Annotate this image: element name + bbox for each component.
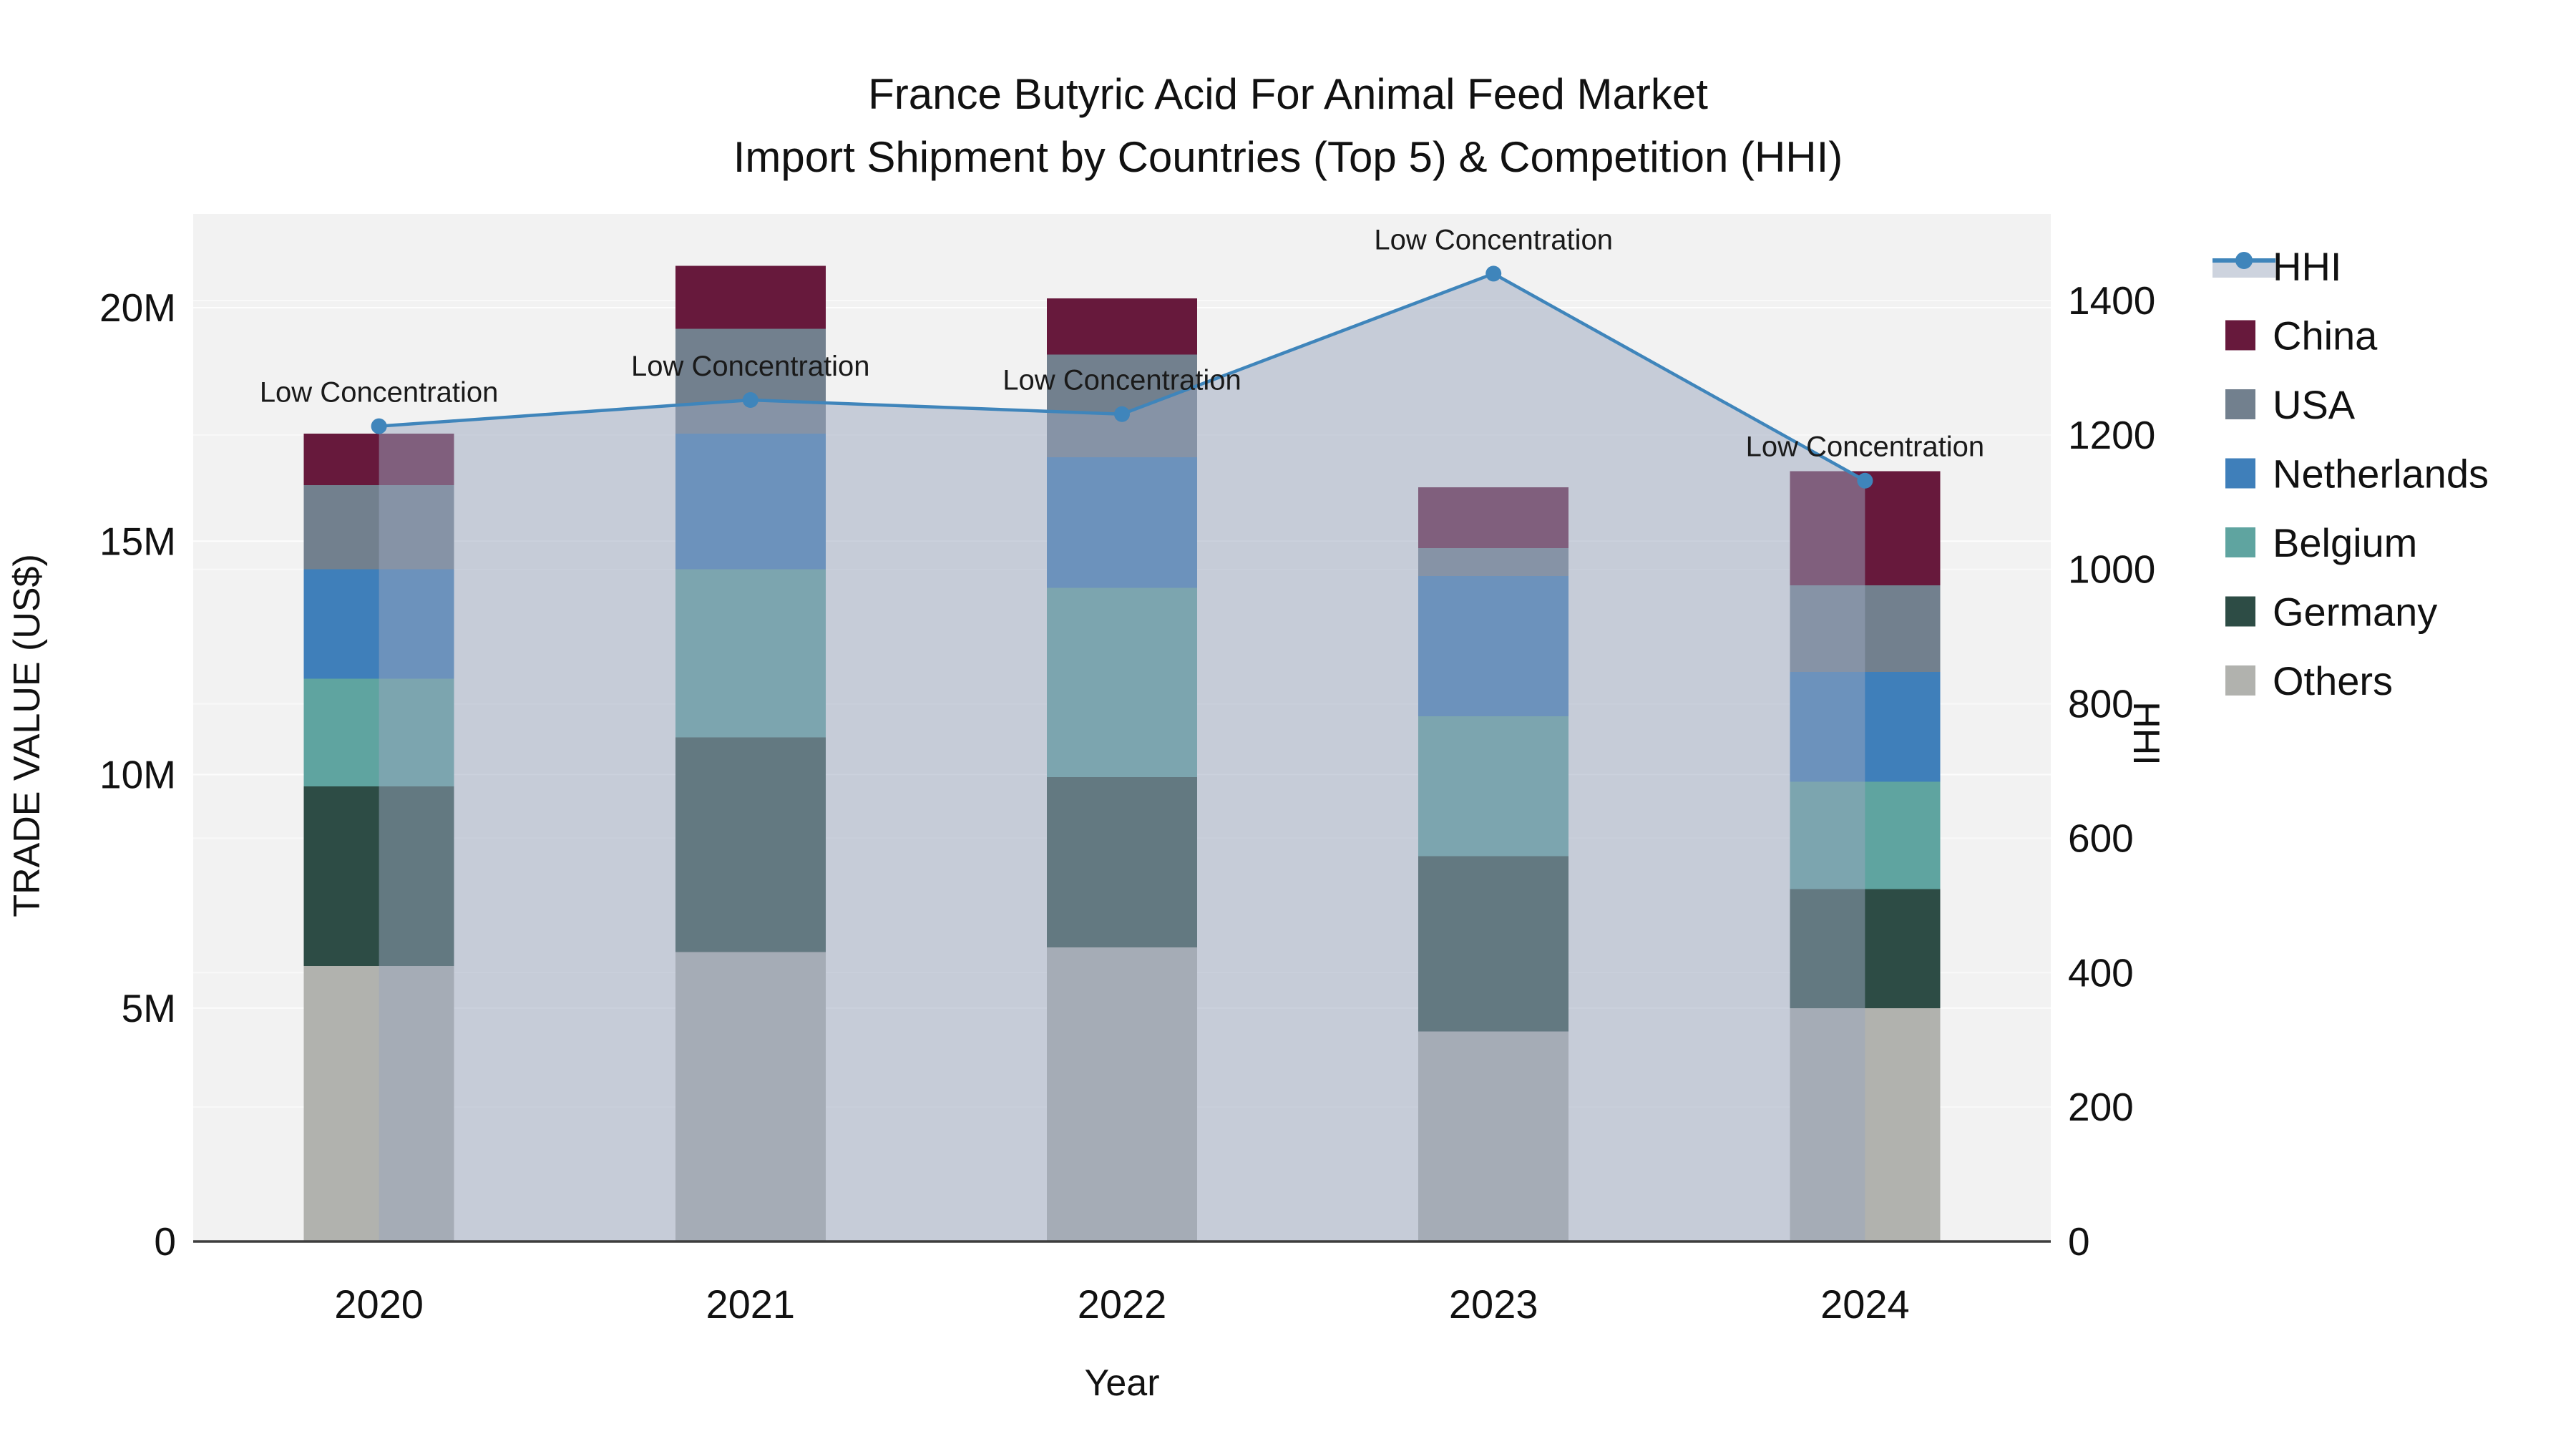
- legend-hhi-area-swatch: [2212, 262, 2275, 278]
- y-left-tick-15M: 15M: [99, 519, 176, 563]
- bar-segment-2022-china[interactable]: [1047, 298, 1197, 355]
- y-right-tick-1000: 1000: [2068, 547, 2155, 592]
- y-left-tick-5M: 5M: [122, 986, 176, 1030]
- chart-title-line2: Import Shipment by Countries (Top 5) & C…: [733, 133, 1843, 181]
- legend-item-belgium[interactable]: Belgium: [2225, 520, 2417, 565]
- legend-label-belgium: Belgium: [2273, 520, 2417, 565]
- x-tick-2024: 2024: [1820, 1282, 1910, 1327]
- annotation-2020: Low Concentration: [260, 377, 499, 409]
- annotation-2024: Low Concentration: [1746, 431, 1985, 463]
- y-right-tick-0: 0: [2068, 1219, 2090, 1264]
- y-right-tick-400: 400: [2068, 950, 2134, 995]
- hhi-marker-2024[interactable]: [1857, 472, 1873, 489]
- y-right-axis-title: HHI: [2125, 701, 2167, 766]
- y-left-tick-0: 0: [154, 1219, 176, 1264]
- bar-segment-2021-china[interactable]: [675, 265, 826, 329]
- legend-label-hhi: HHI: [2273, 244, 2341, 289]
- legend-label-china: China: [2273, 313, 2378, 358]
- hhi-marker-2022[interactable]: [1114, 406, 1130, 422]
- legend-label-usa: USA: [2273, 382, 2356, 427]
- y-left-axis-title: TRADE VALUE (US$): [6, 554, 48, 917]
- legend-swatch-germany: [2225, 596, 2255, 627]
- y-left-tick-10M: 10M: [99, 753, 176, 797]
- chart-title-line1: France Butyric Acid For Animal Feed Mark…: [868, 70, 1708, 118]
- plot-layer: Low Concentration Low Concentration Low Co…: [99, 214, 2155, 1327]
- y-right-tick-1200: 1200: [2068, 413, 2155, 457]
- legend-item-china[interactable]: China: [2225, 313, 2378, 358]
- legend-label-germany: Germany: [2273, 590, 2437, 635]
- x-tick-2023: 2023: [1449, 1282, 1538, 1327]
- annotation-2022: Low Concentration: [1002, 365, 1241, 396]
- hhi-area-fill: [379, 273, 1865, 1241]
- x-tick-2022: 2022: [1078, 1282, 1167, 1327]
- legend-item-germany[interactable]: Germany: [2225, 590, 2437, 635]
- legend-swatch-others: [2225, 665, 2255, 696]
- x-axis-title: Year: [1084, 1362, 1159, 1404]
- legend-label-others: Others: [2273, 658, 2393, 703]
- legend-swatch-belgium: [2225, 527, 2255, 557]
- y-right-tick-1400: 1400: [2068, 278, 2155, 323]
- y-right-tick-200: 200: [2068, 1085, 2134, 1129]
- legend: HHI China USA Netherlands Belgium Germany Othe…: [2212, 244, 2489, 703]
- legend-item-others[interactable]: Others: [2225, 658, 2393, 703]
- annotation-2023: Low Concentration: [1374, 224, 1613, 255]
- x-tick-2021: 2021: [706, 1282, 796, 1327]
- legend-swatch-netherlands: [2225, 458, 2255, 489]
- legend-item-usa[interactable]: USA: [2225, 382, 2356, 427]
- annotation-2021: Low Concentration: [631, 351, 870, 382]
- y-right-tick-800: 800: [2068, 682, 2134, 726]
- legend-hhi-marker-icon: [2235, 252, 2253, 269]
- legend-label-netherlands: Netherlands: [2273, 452, 2489, 497]
- y-right-tick-600: 600: [2068, 816, 2134, 860]
- legend-swatch-china: [2225, 320, 2255, 351]
- x-tick-2020: 2020: [334, 1282, 424, 1327]
- legend-item-hhi[interactable]: HHI: [2212, 244, 2341, 289]
- legend-item-netherlands[interactable]: Netherlands: [2225, 452, 2489, 497]
- hhi-marker-2023[interactable]: [1485, 265, 1502, 282]
- hhi-marker-2021[interactable]: [742, 392, 758, 409]
- y-left-tick-20M: 20M: [99, 286, 176, 330]
- hhi-marker-2020[interactable]: [371, 418, 387, 434]
- legend-swatch-usa: [2225, 389, 2255, 419]
